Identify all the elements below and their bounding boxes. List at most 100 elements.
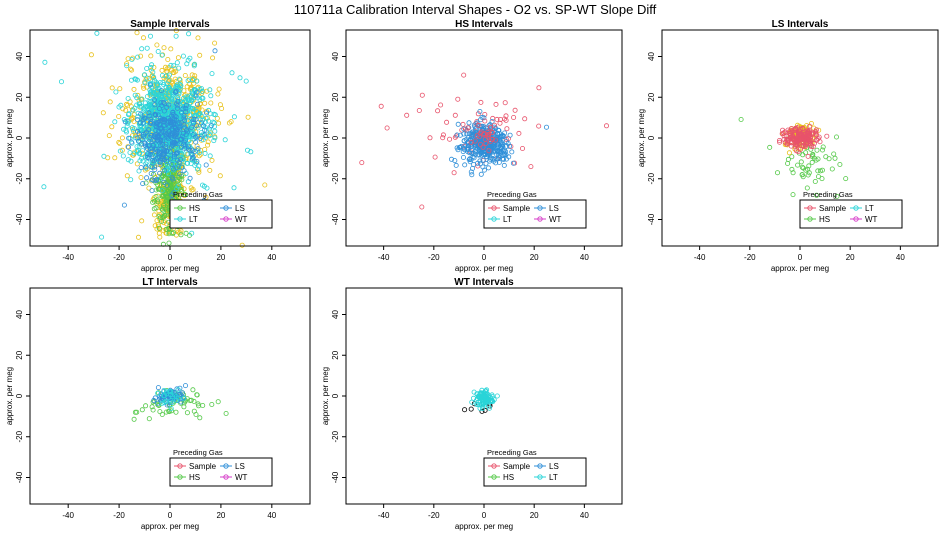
legend-box	[483, 199, 587, 229]
y-tick-label: -40	[15, 471, 24, 483]
data-point	[211, 138, 217, 144]
data-point	[812, 178, 818, 184]
data-point	[470, 154, 476, 160]
data-point	[128, 177, 134, 183]
data-point	[824, 133, 830, 139]
data-point	[158, 88, 164, 94]
data-point	[804, 185, 810, 191]
data-point	[216, 86, 222, 92]
data-point	[158, 137, 164, 143]
data-point	[134, 30, 140, 36]
data-point	[124, 123, 130, 129]
data-point	[153, 92, 159, 98]
data-point	[176, 84, 182, 90]
data-point	[182, 383, 188, 389]
data-point	[499, 142, 505, 148]
data-point	[511, 115, 517, 121]
data-point	[198, 120, 204, 126]
data-point	[479, 396, 485, 402]
data-point	[189, 147, 195, 153]
data-point	[203, 162, 209, 168]
data-point	[161, 205, 167, 211]
data-point	[167, 403, 173, 409]
data-point	[805, 153, 811, 159]
data-point	[169, 399, 175, 405]
legend-title: Preceding Gas	[803, 190, 853, 199]
data-point	[155, 109, 161, 115]
data-point	[170, 166, 176, 172]
legend-label: HS	[819, 215, 830, 224]
data-point	[215, 399, 221, 405]
data-point	[41, 184, 47, 190]
data-point	[799, 164, 805, 170]
data-point	[182, 191, 188, 197]
data-point	[817, 168, 823, 174]
legend-label: LT	[549, 473, 558, 482]
data-point	[448, 156, 454, 162]
data-point	[195, 35, 201, 41]
legend-entry-wt: WT	[220, 215, 248, 224]
data-point	[160, 165, 166, 171]
data-point	[207, 153, 213, 159]
data-point	[193, 411, 199, 417]
data-point	[501, 116, 507, 122]
legend-label: LS	[549, 204, 559, 213]
data-point	[384, 125, 390, 131]
data-point	[42, 59, 48, 65]
data-point	[180, 106, 186, 112]
data-point	[137, 158, 143, 164]
legend-label: Sample	[189, 462, 217, 471]
data-point	[359, 160, 365, 166]
data-point	[171, 63, 177, 69]
data-point	[785, 156, 791, 162]
legend-label: Sample	[819, 204, 847, 213]
scatter-points	[359, 72, 610, 210]
data-point	[178, 173, 184, 179]
data-point	[137, 101, 143, 107]
data-point	[494, 139, 500, 145]
data-point	[482, 118, 488, 124]
data-point	[215, 91, 221, 97]
data-point	[475, 160, 481, 166]
data-point	[131, 151, 137, 157]
data-point	[219, 106, 225, 112]
data-point	[160, 181, 166, 187]
data-point	[149, 404, 155, 410]
data-point	[189, 152, 195, 158]
legend-entry-ls: LS	[534, 462, 559, 471]
data-point	[223, 410, 229, 416]
data-point	[193, 139, 199, 145]
data-point	[141, 85, 147, 91]
data-point	[178, 232, 184, 238]
data-point	[477, 405, 483, 411]
legend-marker	[177, 463, 183, 469]
data-point	[509, 149, 515, 155]
data-point	[184, 410, 190, 416]
data-point	[181, 139, 187, 145]
data-point	[176, 185, 182, 191]
data-point	[807, 123, 813, 129]
legend-label: LT	[865, 204, 874, 213]
x-axis-label: approx. per meg	[141, 522, 199, 531]
data-point	[476, 152, 482, 158]
data-point	[786, 129, 792, 135]
data-point	[797, 133, 803, 139]
data-point	[168, 99, 174, 105]
legend: Preceding Gas Sample LS LT WT	[483, 190, 587, 229]
legend-marker	[807, 205, 813, 211]
panel-title: HS Intervals	[455, 19, 513, 30]
data-point	[161, 146, 167, 152]
data-point	[164, 182, 170, 188]
data-point	[161, 45, 167, 51]
data-point	[239, 242, 245, 248]
data-point	[208, 123, 214, 129]
y-tick-label: 20	[331, 350, 340, 359]
data-point	[187, 147, 193, 153]
data-point	[190, 387, 196, 393]
data-point	[137, 103, 143, 109]
data-point	[151, 74, 157, 80]
data-point	[135, 114, 141, 120]
data-point	[467, 159, 473, 165]
x-axis-label: approx. per meg	[141, 264, 199, 273]
data-point	[795, 162, 801, 168]
